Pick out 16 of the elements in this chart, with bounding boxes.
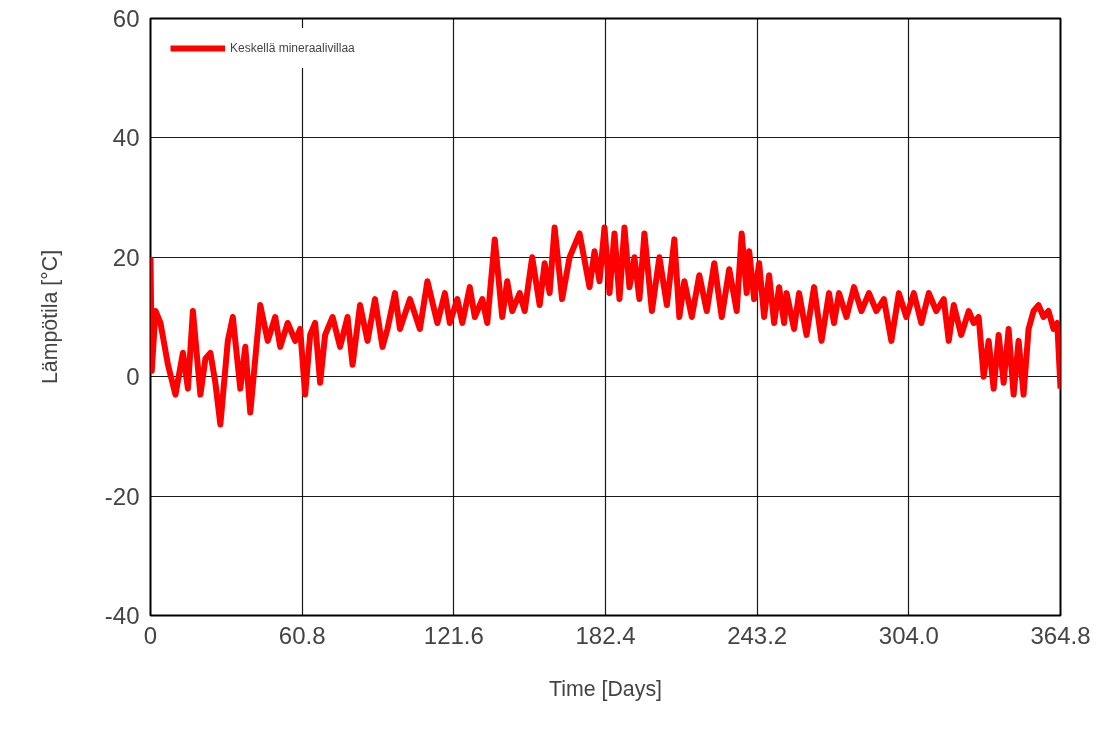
x-tick-label: 304.0 <box>878 621 939 649</box>
x-axis-title: Time [Days] <box>549 676 662 701</box>
x-tick-label: 243.2 <box>727 621 788 649</box>
y-axis-title: Lämpötila [°C] <box>37 249 62 385</box>
x-tick-label: 0 <box>143 621 158 649</box>
x-tick-label: 121.6 <box>423 621 484 649</box>
y-tick-label: 0 <box>126 363 140 391</box>
y-tick-label: 40 <box>112 124 140 152</box>
y-tick-label: -40 <box>104 602 140 629</box>
x-tick-label: 364.8 <box>1030 621 1091 649</box>
y-tick-label: 60 <box>112 5 140 32</box>
x-tick-label: 182.4 <box>575 621 636 649</box>
legend-label: Keskellä mineraalivillaa <box>230 41 355 55</box>
y-tick-label: -20 <box>104 482 140 510</box>
y-tick-label: 20 <box>112 243 140 271</box>
x-tick-label: 60.8 <box>278 621 326 649</box>
